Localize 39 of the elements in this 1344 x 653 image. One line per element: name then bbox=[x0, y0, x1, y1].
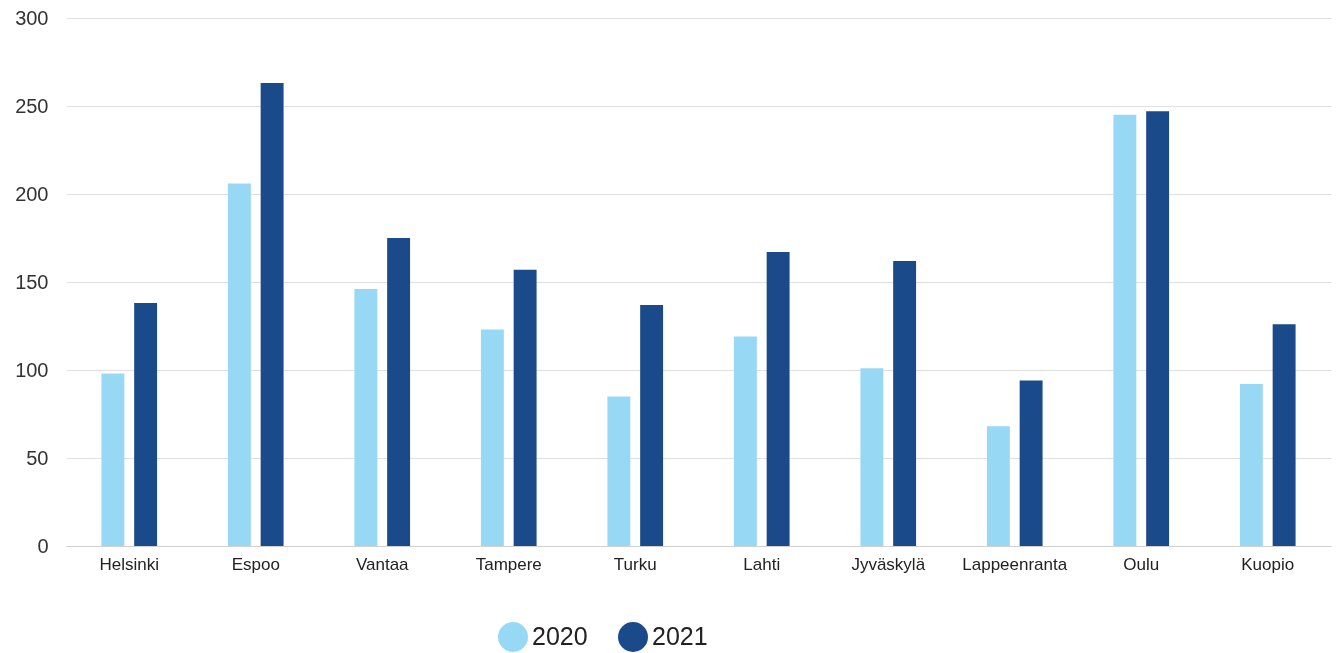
bar bbox=[101, 373, 125, 546]
x-tick-label: Lappeenranta bbox=[962, 554, 1068, 574]
x-tick-label: Turku bbox=[613, 554, 657, 574]
legend-label: 2021 bbox=[652, 622, 708, 650]
bar bbox=[1019, 380, 1043, 546]
x-tick-label: Lahti bbox=[743, 554, 781, 574]
bar bbox=[134, 303, 158, 546]
y-tick-label: 150 bbox=[15, 270, 49, 293]
bar bbox=[1239, 384, 1263, 546]
y-tick-label: 300 bbox=[15, 6, 49, 29]
bar bbox=[986, 426, 1010, 546]
y-tick-label: 0 bbox=[37, 534, 49, 557]
bar bbox=[513, 269, 537, 546]
x-tick-label: Vantaa bbox=[355, 554, 410, 574]
bar bbox=[893, 260, 917, 546]
x-tick-label: Espoo bbox=[231, 554, 280, 574]
x-tick-label: Kuopio bbox=[1241, 554, 1295, 574]
y-tick-label: 50 bbox=[26, 446, 49, 469]
legend-label: 2020 bbox=[532, 622, 588, 650]
bar bbox=[1113, 114, 1137, 546]
bar bbox=[480, 329, 504, 546]
bar bbox=[387, 238, 411, 546]
y-tick-label: 200 bbox=[15, 182, 49, 205]
bar bbox=[354, 289, 378, 546]
x-tick-label: Tampere bbox=[475, 554, 542, 574]
bar bbox=[640, 304, 664, 546]
y-tick-label: 100 bbox=[15, 358, 49, 381]
bar bbox=[607, 396, 631, 546]
bar bbox=[733, 336, 757, 546]
bar bbox=[766, 252, 790, 546]
bar bbox=[260, 83, 284, 546]
bar bbox=[1146, 111, 1170, 546]
bar bbox=[1272, 324, 1296, 546]
bar bbox=[860, 368, 884, 546]
y-tick-label: 250 bbox=[15, 94, 49, 117]
bar bbox=[227, 183, 251, 546]
x-tick-label: Helsinki bbox=[99, 554, 160, 574]
x-tick-label: Oulu bbox=[1123, 554, 1160, 574]
x-tick-label: Jyväskylä bbox=[851, 554, 926, 574]
